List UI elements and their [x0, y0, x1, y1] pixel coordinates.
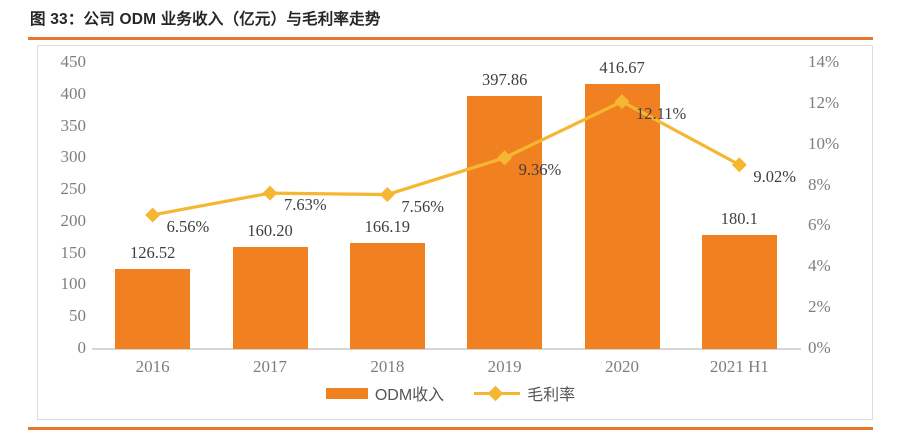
legend-label: 毛利率: [527, 387, 576, 404]
left-axis-tick: 450: [60, 52, 87, 71]
x-axis-category-label: 2019: [487, 357, 522, 376]
right-axis: 14% 12% 10% 8% 6% 4% 2% 0%: [808, 52, 868, 423]
right-axis-tick: 2%: [808, 297, 831, 317]
left-axis-tick: 50: [69, 306, 86, 326]
bar-value-label: 160.20: [247, 221, 293, 241]
bar[interactable]: [467, 96, 543, 349]
bar-value-label: 180.1: [720, 208, 758, 228]
bar-value-label: 397.86: [481, 70, 528, 90]
x-axis-category-label: 2021 H1: [709, 357, 769, 376]
line-value-label: 9.02%: [753, 166, 796, 186]
line-value-label: 7.56%: [401, 196, 444, 216]
left-axis-tick: 250: [60, 179, 87, 199]
right-axis-tick: 12%: [808, 92, 840, 112]
legend-line-swatch: [474, 385, 521, 401]
left-axis-tick: 200: [60, 210, 87, 230]
left-axis-tick: 350: [60, 115, 87, 135]
x-axis-baseline: [92, 348, 801, 350]
left-axis: 450 400 350 300 250 200 150 100 50 0: [30, 52, 87, 423]
left-axis-tick: 0: [77, 338, 87, 357]
x-axis-category-label: 2016: [135, 357, 170, 376]
title-divider-top: [28, 37, 873, 40]
right-axis-tick: 14%: [808, 52, 840, 71]
right-axis-tick: 10%: [808, 133, 840, 153]
bar-value-label: 416.67: [599, 58, 645, 78]
legend-label: ODM收入: [374, 387, 445, 404]
figure-divider-bottom: [28, 427, 873, 430]
legend-item[interactable]: 毛利率: [474, 381, 575, 405]
bar[interactable]: [701, 234, 777, 349]
x-axis-category-label: 2020: [605, 357, 639, 376]
legend-item[interactable]: ODM收入: [325, 381, 445, 405]
bar[interactable]: [584, 84, 660, 349]
bar[interactable]: [349, 243, 425, 349]
left-axis-tick: 400: [60, 83, 87, 103]
right-axis-tick: 8%: [808, 174, 831, 194]
right-axis-tick: 0%: [808, 338, 831, 357]
x-axis-category-label: 2018: [370, 357, 405, 376]
bar[interactable]: [232, 247, 308, 349]
left-axis-tick: 150: [60, 242, 87, 262]
right-axis-tick: 6%: [808, 215, 831, 235]
plot-area: [94, 63, 798, 349]
bar-value-label: 126.52: [129, 242, 176, 262]
line-value-label: 12.11%: [636, 103, 687, 123]
legend-diamond-icon: [487, 385, 504, 401]
right-axis-tick: 4%: [808, 256, 831, 276]
line-value-label: 7.63%: [284, 195, 327, 215]
left-axis-tick: 100: [60, 274, 87, 294]
legend-bar-swatch: [325, 387, 368, 399]
legend: ODM收入 毛利率: [0, 381, 901, 405]
page-title: 图 33：公司 ODM 业务收入（亿元）与毛利率走势: [30, 11, 381, 28]
line-value-label: 6.56%: [166, 216, 210, 236]
line-value-label: 9.36%: [518, 159, 562, 179]
bar-value-label: 166.19: [364, 217, 411, 237]
bar[interactable]: [115, 268, 191, 349]
x-axis-category-label: 2017: [253, 357, 287, 376]
left-axis-tick: 300: [60, 147, 87, 167]
